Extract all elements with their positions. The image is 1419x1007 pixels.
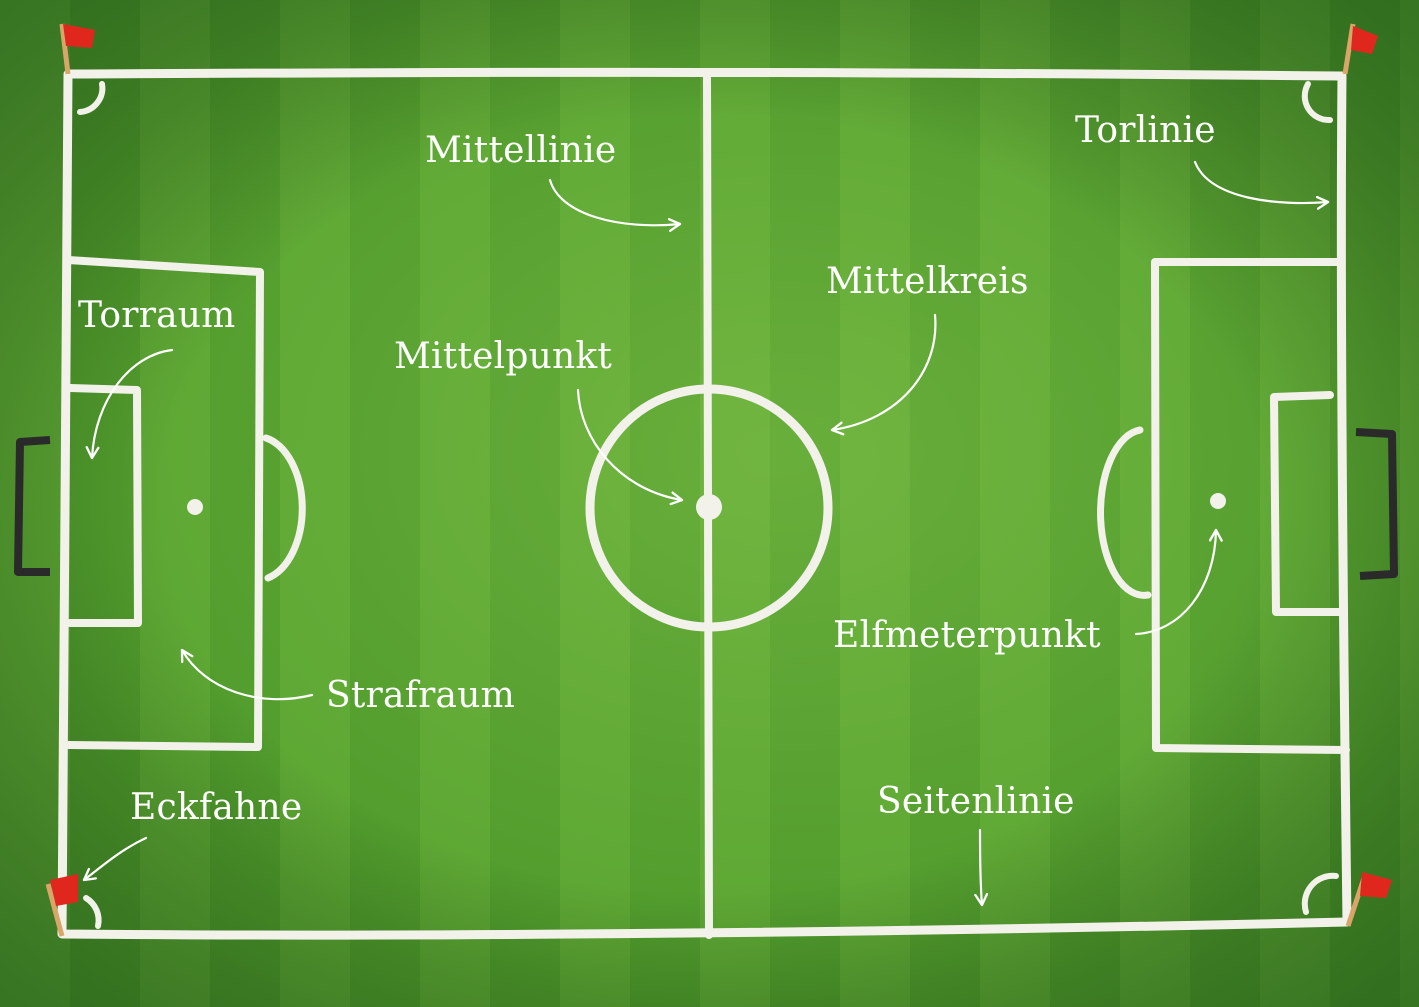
- label-torlinie: Torlinie: [1075, 110, 1216, 151]
- right-penalty-spot: [1210, 493, 1226, 509]
- corner-arc-bottom-right: [1301, 872, 1339, 915]
- goal-icon: [1355, 428, 1398, 580]
- left-penalty-spot: [187, 499, 203, 515]
- label-elfmeterpunkt: Elfmeterpunkt: [833, 615, 1101, 656]
- corner-flag-icon: [1342, 23, 1378, 75]
- label-strafraum: Strafraum: [326, 675, 515, 716]
- arrow-elfmeterpunkt: [1134, 528, 1223, 636]
- goal-icon: [14, 436, 51, 576]
- right-penalty-area: [1151, 258, 1350, 754]
- arrow-eckfahne: [82, 836, 148, 882]
- corner-arc-top-right: [1301, 81, 1333, 124]
- corner-flag-icon: [1345, 872, 1392, 927]
- left-goal-area: [66, 384, 142, 627]
- arrow-mittelkreis: [830, 313, 937, 436]
- labels: Mittellinie Torlinie Mittelkreis Torraum…: [78, 110, 1216, 828]
- arrow-torlinie: [1193, 160, 1330, 210]
- arrow-torraum: [85, 348, 174, 460]
- center-circle: [585, 384, 833, 632]
- center-spot: [696, 494, 722, 520]
- arrow-mittelpunkt: [576, 388, 684, 506]
- right-penalty-arc: [1097, 426, 1152, 599]
- annotation-arrows: [82, 160, 1330, 907]
- arrow-seitenlinie: [974, 828, 989, 907]
- left-penalty-area: [64, 256, 264, 751]
- left-penalty-arc: [262, 434, 306, 582]
- corner-flag-icon: [59, 23, 95, 75]
- corner-flag-icon: [45, 874, 78, 937]
- label-mittelpunkt: Mittelpunkt: [394, 336, 612, 377]
- label-mittellinie: Mittellinie: [425, 130, 616, 171]
- corner-arc-bottom-left: [83, 895, 102, 929]
- corner-arc-top-left: [77, 81, 106, 115]
- label-mittelkreis: Mittelkreis: [826, 261, 1029, 302]
- label-torraum: Torraum: [78, 295, 236, 336]
- halfway-line: [702, 72, 713, 939]
- right-goal-area: [1270, 391, 1348, 616]
- label-seitenlinie: Seitenlinie: [877, 781, 1075, 822]
- label-eckfahne: Eckfahne: [130, 787, 302, 828]
- arrow-mittellinie: [548, 178, 682, 233]
- arrow-strafraum: [180, 648, 314, 701]
